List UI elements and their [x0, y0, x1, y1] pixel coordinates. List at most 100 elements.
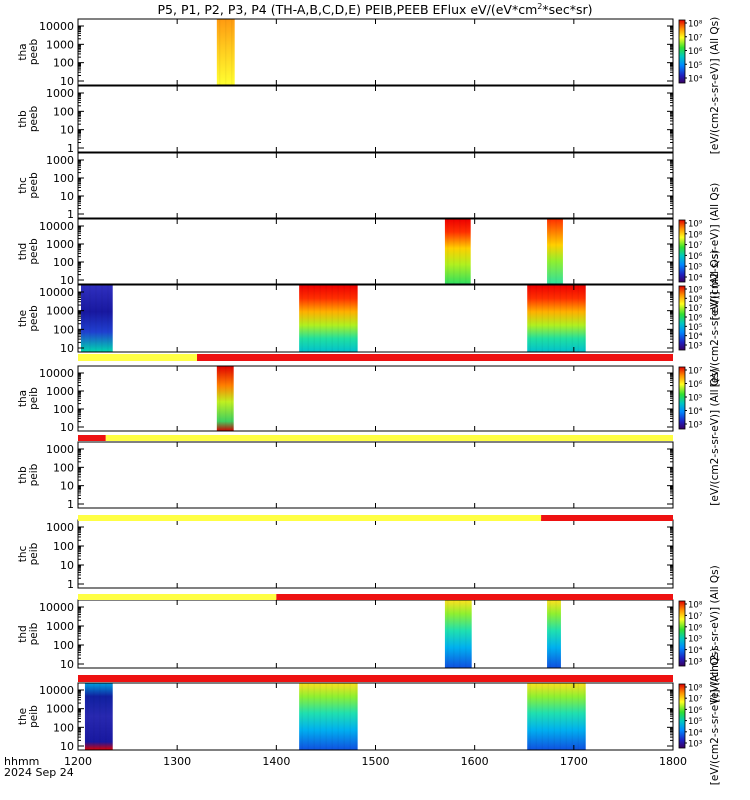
- flag-segment-red: [276, 594, 673, 600]
- y-tick-label: 10000: [39, 220, 74, 233]
- panel-frame: [77, 441, 674, 509]
- spectrogram-block: [547, 219, 563, 284]
- panel-label: thc: [17, 546, 29, 563]
- colorbar-tick-label: 10⁷: [688, 241, 703, 251]
- panel-label: peib: [28, 542, 40, 565]
- colorbar-tick-label: 10⁶: [688, 47, 703, 57]
- colorbar-ramp: [678, 285, 686, 351]
- colorbar-tick-label: 10⁵: [688, 263, 702, 273]
- x-tick-label: 1300: [163, 755, 191, 768]
- flag-segment-yellow: [78, 515, 542, 521]
- panel-thc_peeb: 1 10 100 1000 thc peeb: [17, 152, 674, 221]
- panel-thc_peib: 1 10 100 1000 thc peib: [17, 519, 674, 591]
- y-tick-label: 100: [53, 323, 74, 336]
- colorbar-ramp: [678, 683, 686, 749]
- colorbar-tick-label: 10⁸: [688, 295, 703, 305]
- colorbar-tick-label: 10⁵: [688, 61, 702, 71]
- y-tick-label: 100: [53, 540, 74, 553]
- colorbar-label: [eV/(cm2-s-sr-eV)] (All Qs): [709, 183, 721, 320]
- panel-label: thb: [17, 466, 29, 484]
- x-tick-label: 1500: [362, 755, 390, 768]
- colorbar-tick-label: 10³: [688, 740, 702, 750]
- colorbar-tick-label: 10⁹: [688, 286, 703, 296]
- panel-frame: [77, 152, 674, 219]
- panel-label: tha: [17, 43, 29, 60]
- spectrogram-block: [299, 285, 358, 352]
- colorbar-label: [eV/(cm2-s-sr-eV)] (All Qs): [709, 250, 721, 387]
- colorbar-tick-label: 10⁸: [688, 684, 703, 694]
- spectrogram-block: [444, 600, 472, 668]
- colorbar-tick-label: 10⁷: [688, 33, 703, 43]
- panel-label: thc: [17, 177, 29, 194]
- flag-segment-red: [78, 675, 673, 682]
- colorbar-tick-label: 10⁶: [688, 380, 703, 390]
- time-axis: 1200 1300 1400 1500 1600 1700 1800: [64, 755, 687, 768]
- flag-segment-yellow: [78, 594, 277, 600]
- colorbar-tick-label: 10⁴: [688, 332, 703, 342]
- time-axis-label: hhmm: [4, 755, 39, 768]
- y-tick-label: 1000: [46, 238, 74, 251]
- panel-frame: [77, 519, 674, 589]
- flag-segment-red: [541, 515, 673, 521]
- panel-label: thd: [17, 243, 29, 260]
- flag-segment-yellow: [78, 354, 197, 361]
- colorbar-label: [eV/(cm2-s-sr-eV)] (All Qs): [709, 17, 721, 154]
- x-tick-label: 1600: [461, 755, 489, 768]
- y-tick-label: 100: [53, 256, 74, 269]
- panel-label: peib: [28, 463, 40, 486]
- colorbar-tick-label: 10⁵: [688, 635, 702, 645]
- y-tick-label: 10000: [39, 20, 74, 33]
- panel-frame: [77, 365, 674, 432]
- colorbar-tick-label: 10⁴: [688, 407, 703, 417]
- y-tick-label: 1000: [46, 385, 74, 398]
- y-tick-label: 10: [60, 75, 74, 88]
- spectrogram-block: [444, 219, 471, 284]
- colorbar: 10⁷ 10⁶ 10⁵ 10⁴ 10³ [eV/(cm2-s-sr-eV)] (All Q…: [678, 366, 721, 506]
- colorbar-tick-label: 10⁴: [688, 646, 703, 656]
- y-tick-label: 1000: [46, 305, 74, 318]
- colorbar-tick-label: 10⁶: [688, 252, 703, 262]
- y-tick-label: 10: [60, 740, 74, 753]
- y-tick-label: 10: [60, 421, 74, 434]
- panel-label: peeb: [28, 106, 40, 133]
- y-tick-label: 10000: [39, 684, 74, 697]
- y-tick-label: 1: [67, 498, 74, 511]
- colorbar-tick-label: 10⁸: [688, 601, 703, 611]
- chart-title: P5, P1, P2, P3, P4 (TH-A,B,C,D,E) PEIB,P…: [158, 2, 593, 17]
- colorbar-tick-label: 10⁹: [688, 220, 703, 230]
- y-tick-label: 100: [53, 721, 74, 734]
- spectrogram-block: [527, 285, 586, 352]
- colorbar-ramp: [678, 366, 686, 430]
- panel-label: tha: [17, 390, 29, 407]
- colorbar-tick-label: 10⁶: [688, 314, 703, 324]
- y-tick-label: 1000: [46, 38, 74, 51]
- y-tick-label: 1000: [46, 87, 74, 100]
- y-tick-label: 100: [53, 461, 74, 474]
- x-tick-label: 1800: [659, 755, 687, 768]
- y-tick-label: 100: [53, 639, 74, 652]
- panel-frame: [77, 18, 674, 86]
- y-tick-label: 100: [53, 105, 74, 118]
- y-tick-label: 10: [60, 274, 74, 287]
- colorbar-tick-label: 10⁴: [688, 728, 703, 738]
- colorbar-tick-label: 10⁴: [688, 274, 703, 284]
- panel-frame: [77, 599, 674, 669]
- y-tick-label: 10000: [39, 367, 74, 380]
- colorbar-tick-label: 10⁶: [688, 706, 703, 716]
- y-tick-label: 1000: [46, 154, 74, 167]
- y-tick-label: 1: [67, 578, 74, 591]
- panel-label: peib: [28, 705, 40, 728]
- x-tick-label: 1700: [560, 755, 588, 768]
- panel-label: peeb: [28, 305, 40, 332]
- colorbar-tick-label: 10⁸: [688, 230, 703, 240]
- panel-label: peeb: [28, 39, 40, 66]
